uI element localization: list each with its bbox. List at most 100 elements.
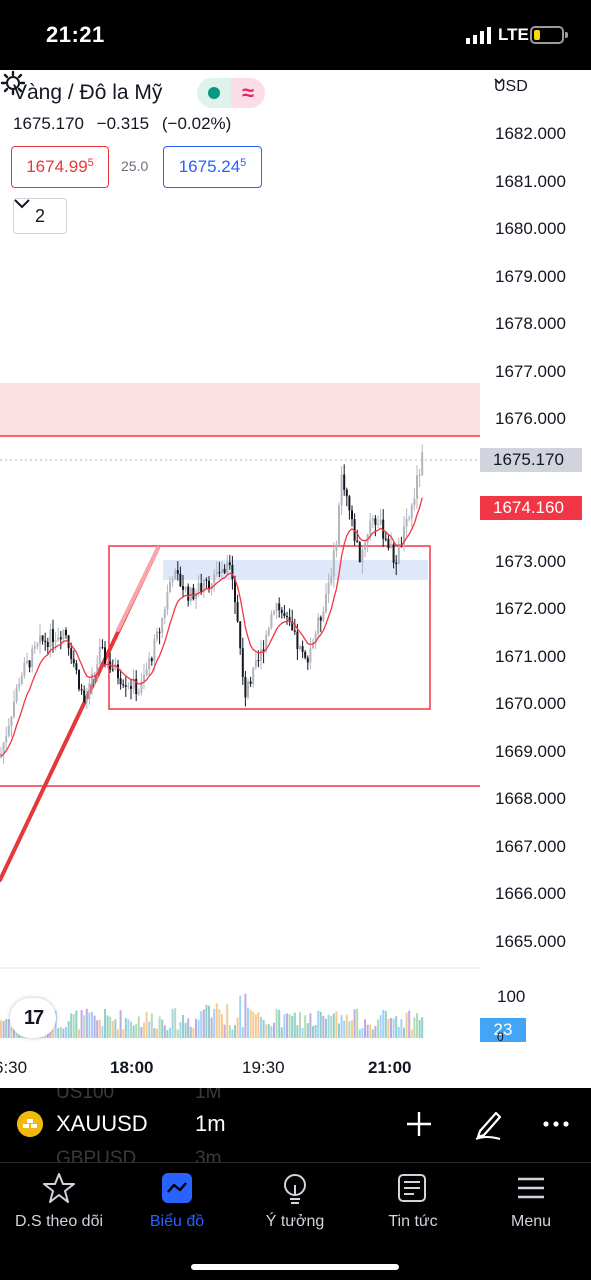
volume-bar [169,1027,171,1038]
volume-bar [145,1011,148,1038]
volume-bar [392,1018,395,1038]
volume-bar [124,1018,127,1038]
candle-body [195,592,197,600]
volume-bar [153,1028,156,1038]
candle-body [93,672,96,674]
volume-bar [132,1025,135,1038]
lightbulb-icon [284,1174,306,1204]
candle-body [41,635,44,641]
volume-bar [104,1008,106,1038]
drawing-tools-icon[interactable] [472,1107,504,1141]
indicators-toggle-button[interactable]: 2 [13,198,67,234]
volume-bar [364,1019,366,1038]
bid-price-tag: 1674.160 [480,496,582,520]
ghost-timeframe-below: 3m [195,1148,222,1162]
volume-bar [405,1012,408,1038]
network-type: LTE [498,25,529,44]
volume-bar [301,1027,304,1038]
bid-price-sup: 5 [87,157,94,169]
volume-bar [80,1010,83,1038]
candle-body [171,579,174,582]
candle-body [395,562,398,564]
candle-body [137,692,140,695]
candle-body [28,660,31,668]
candle-body [145,669,148,675]
trend-line-extension [116,546,160,632]
add-icon[interactable] [404,1109,434,1139]
current-price-tag: 1675.170 [480,448,582,472]
market-status-badge[interactable]: ≈ [197,78,265,108]
candle-body [33,646,36,649]
candle-body [46,642,49,648]
volume-bar [156,1028,158,1038]
candle-body [148,658,151,670]
volume-bar [345,1014,348,1038]
volume-bar [322,1015,325,1038]
candlestick-series [0,444,424,764]
candle-body [387,538,390,549]
candle-body [91,673,93,684]
candle-body [26,660,28,663]
candle-body [293,630,296,632]
volume-bar [88,1012,91,1038]
candle-body [377,524,379,526]
volume-bar [309,1013,312,1038]
price-chart[interactable] [0,70,591,1088]
volume-bar [247,1007,249,1038]
demand-zone [163,560,428,580]
candle-body [397,544,400,564]
candle-body [221,568,223,573]
home-indicator[interactable] [191,1264,399,1270]
candle-body [54,640,57,643]
currency-selector[interactable]: USD [494,78,528,96]
candle-body [421,452,424,476]
volume-bar [228,1025,231,1038]
candle-body [283,612,286,617]
volume-bar [96,1020,99,1038]
volume-bar [213,1008,216,1038]
volume-bar [215,1003,218,1038]
candle-body [358,542,361,563]
volume-bar [286,1013,288,1038]
volume-bar [244,993,247,1038]
volume-bar [257,1012,260,1038]
symbol-selector[interactable]: XAUUSD [56,1111,148,1136]
nav-label: Biểu đồ [149,1213,205,1230]
candle-body [267,628,270,635]
buy-button[interactable]: 1675.245 [163,146,262,188]
volume-bar [140,1027,143,1038]
nav-ideas[interactable]: Ý tưởng [236,1171,354,1231]
nav-chart[interactable]: Biểu đồ [118,1171,236,1231]
volume-bar [254,1014,257,1038]
volume-bar [163,1025,166,1038]
candle-body [0,753,2,758]
candle-body [98,647,101,665]
gear-icon[interactable] [0,70,26,96]
candle-body [101,647,104,649]
timeframe-selector[interactable]: 1m [195,1111,226,1136]
volume-bar [98,1019,101,1038]
chart-area[interactable]: Vàng / Đô la Mỹ ≈ 1675.170 −0.315 (−0.02… [0,70,591,1088]
candle-body [369,520,372,535]
more-icon[interactable] [541,1109,571,1139]
volume-bar [239,995,242,1038]
volume-bar [137,1016,140,1038]
volume-bar [72,1014,75,1038]
volume-bar [278,1009,281,1038]
nav-menu[interactable]: Menu [472,1171,590,1231]
nav-news[interactable]: Tin tức [354,1171,472,1231]
ask-price: 1675.24 [178,157,241,176]
candle-body [5,735,8,743]
nav-watchlist[interactable]: D.S theo dõi [0,1171,118,1231]
volume-bar [293,1012,296,1038]
candle-body [416,475,418,499]
symbol-title[interactable]: Vàng / Đô la Mỹ [13,81,163,104]
tradingview-logo-icon[interactable]: 17 [10,998,56,1038]
candle-body [348,496,351,511]
volume-bar [135,1023,138,1038]
candle-body [371,518,374,521]
volume-bar [265,1024,268,1038]
volume-bar [379,1015,382,1038]
sell-button[interactable]: 1674.995 [11,146,109,188]
menu-icon [518,1177,544,1199]
